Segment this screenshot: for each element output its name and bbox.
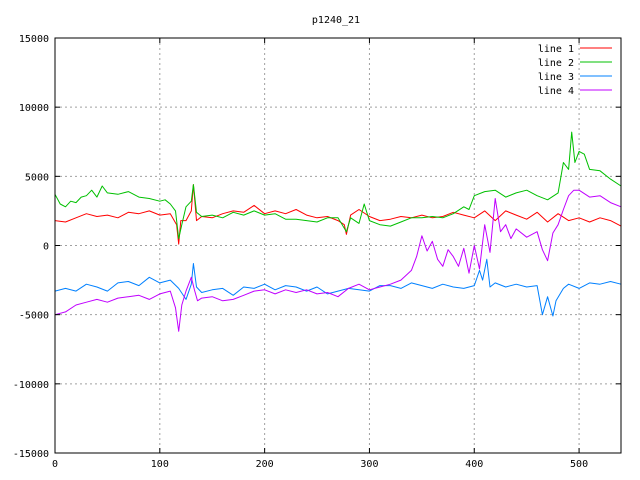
legend-label: line 4 — [538, 86, 574, 97]
y-tick-label: -10000 — [13, 380, 49, 391]
x-tick-label: 300 — [360, 459, 378, 470]
x-tick-label: 0 — [52, 459, 58, 470]
legend-label: line 1 — [538, 44, 574, 55]
x-tick-label: 200 — [256, 459, 274, 470]
y-tick-label: 10000 — [19, 103, 49, 114]
y-tick-label: -15000 — [13, 449, 49, 460]
legend: line 1 line 2 line 3 line 4 — [538, 44, 612, 97]
y-tick-label: 5000 — [25, 172, 49, 183]
series-lines — [54, 131, 622, 332]
axes: 0 100 200 300 400 500 -15000 -10000 -5000 0 5000 10… — [13, 34, 621, 470]
chart-title: p1240_21 — [312, 15, 360, 26]
grid — [55, 38, 621, 453]
series-line-3 — [54, 258, 622, 317]
series-line-2 — [54, 131, 622, 240]
legend-label: line 2 — [538, 58, 574, 69]
x-tick-label: 100 — [151, 459, 169, 470]
y-tick-label: 0 — [43, 242, 49, 253]
y-tick-label: 15000 — [19, 34, 49, 45]
series-line-4 — [54, 189, 622, 332]
legend-label: line 3 — [538, 72, 574, 83]
x-tick-label: 500 — [570, 459, 588, 470]
x-tick-label: 400 — [465, 459, 483, 470]
y-tick-label: -5000 — [19, 311, 49, 322]
series-line-1 — [54, 184, 622, 245]
